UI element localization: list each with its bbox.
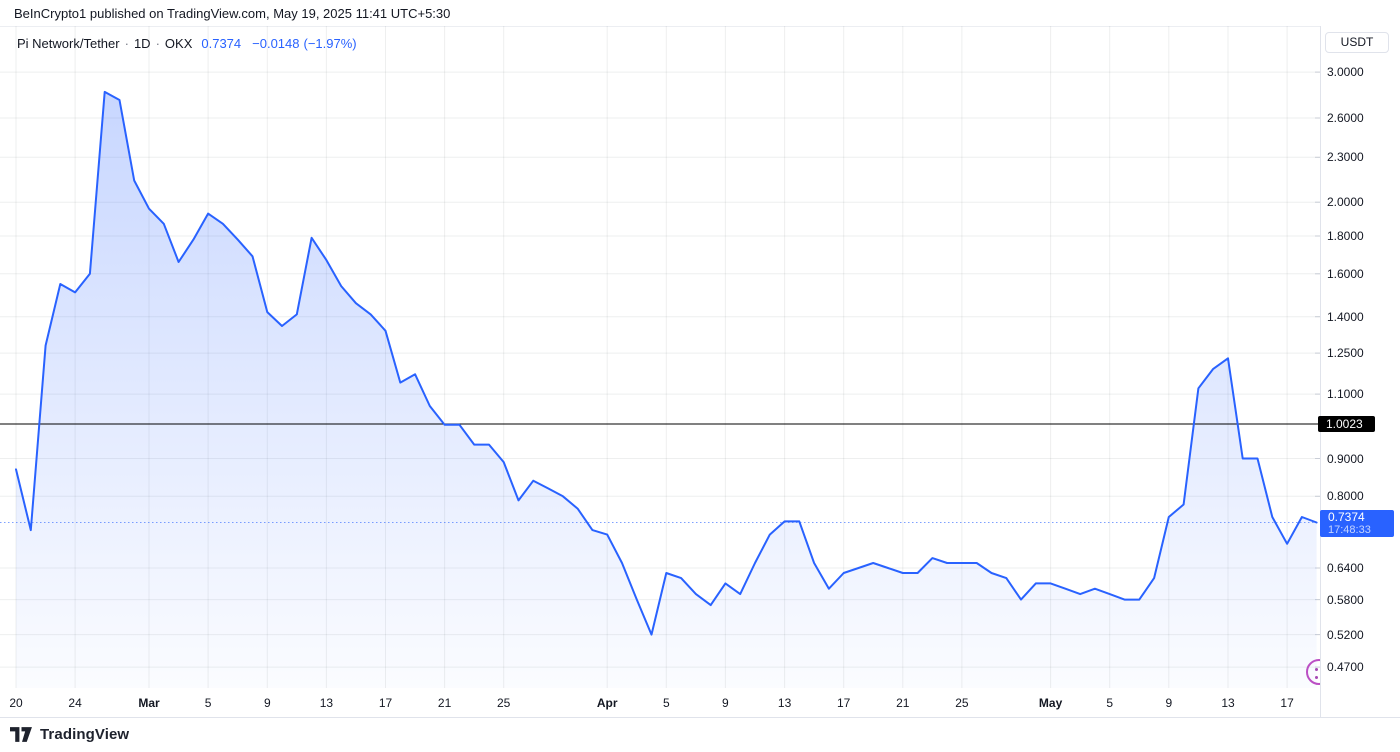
price-chart-svg[interactable] (0, 0, 1320, 717)
time-scale-label: 24 (68, 696, 82, 710)
time-scale-label: 21 (437, 696, 452, 710)
price-scale-label: 0.6400 (1327, 561, 1364, 575)
smiley-icon (1315, 668, 1318, 671)
time-scale-label: 5 (204, 696, 212, 710)
tradingview-logo[interactable]: TradingView (10, 726, 129, 743)
time-scale-label: 5 (1106, 696, 1114, 710)
time-scale-label: 13 (319, 696, 334, 710)
time-scale-label: May (1038, 696, 1063, 710)
footer: TradingView (0, 718, 1400, 752)
price-line-series[interactable] (15, 90, 1318, 636)
legend-price: 0.7374 (201, 36, 242, 51)
price-scale-label: 0.5200 (1327, 627, 1364, 642)
price-scale-label: 1.6000 (1327, 266, 1364, 281)
time-scale-label: 25 (497, 696, 511, 710)
price-scale-label: 0.5800 (1327, 592, 1364, 607)
price-scale: USDT 3.0000 2.6000 2.3000 2.0000 1.8000 1.600… (1318, 26, 1400, 717)
current-price-value: 0.7374 (1328, 509, 1365, 524)
separator-line (0, 717, 1400, 718)
price-scale-label: 0.9000 (1327, 451, 1364, 466)
legend-exchange: OKX (164, 36, 193, 51)
smiley-icon (1315, 676, 1318, 679)
reference-price-label: 1.0023 (1318, 416, 1375, 432)
price-area-fill (16, 91, 1317, 688)
legend-change: −0.0148 (252, 36, 300, 51)
chart-top-border (0, 26, 1400, 27)
legend-symbol: Pi Network/Tether (17, 36, 120, 51)
price-scale-label: 1.2500 (1327, 346, 1364, 361)
time-scale-label: 9 (263, 696, 271, 710)
legend-separator: · (155, 36, 160, 51)
tradingview-logo-icon (10, 727, 32, 742)
current-price-label: 0.7374 17:48:33 (1320, 509, 1394, 537)
price-scale-label: 1.8000 (1327, 229, 1364, 243)
time-scale-label: 13 (777, 696, 792, 710)
time-scale: 20 24 Mar 5 9 13 17 21 25 Apr 5 9 13 17 21 25 May 5 9 13 17 (0, 688, 1320, 717)
symbol-legend: Pi Network/Tether · 1D · OKX 0.7374 −0.0148 (−1… (17, 36, 357, 51)
countdown-timer: 17:48:33 (1328, 523, 1371, 536)
legend-separator: · (124, 36, 129, 51)
legend-change-percent: (−1.97%) (303, 36, 357, 51)
price-chart-pane[interactable] (0, 0, 1320, 717)
time-scale-label: 21 (896, 696, 910, 710)
price-scale-label: 2.3000 (1327, 150, 1364, 165)
time-scale-label: 25 (955, 696, 969, 710)
time-scale-label: Mar (138, 696, 160, 710)
time-scale-label: 9 (722, 696, 729, 710)
currency-button[interactable]: USDT (1325, 32, 1389, 53)
attribution-text: BeInCrypto1 published on TradingView.com… (14, 6, 451, 21)
price-scale-label: 1.4000 (1327, 309, 1364, 324)
attribution-bar: BeInCrypto1 published on TradingView.com… (0, 0, 1400, 26)
time-scale-label: 17 (1280, 696, 1294, 710)
price-scale-label: 0.4700 (1327, 660, 1364, 675)
price-scale-label: 1.1000 (1327, 387, 1364, 402)
price-scale-label: 3.0000 (1327, 65, 1364, 80)
time-scale-label: 5 (662, 696, 670, 710)
time-scale-label: 20 (9, 696, 23, 710)
time-scale-label: 9 (1165, 696, 1173, 710)
tradingview-logo-text: TradingView (40, 726, 130, 743)
time-scale-label: Apr (596, 696, 618, 710)
time-scale-label: 13 (1221, 696, 1235, 710)
legend-interval: 1D (133, 36, 151, 51)
price-scale-label: 0.8000 (1327, 489, 1364, 504)
time-scale-label: 17 (378, 696, 393, 710)
price-scale-label: 2.0000 (1327, 195, 1364, 210)
price-scale-label: 2.6000 (1327, 111, 1364, 125)
time-scale-label: 17 (837, 696, 851, 710)
